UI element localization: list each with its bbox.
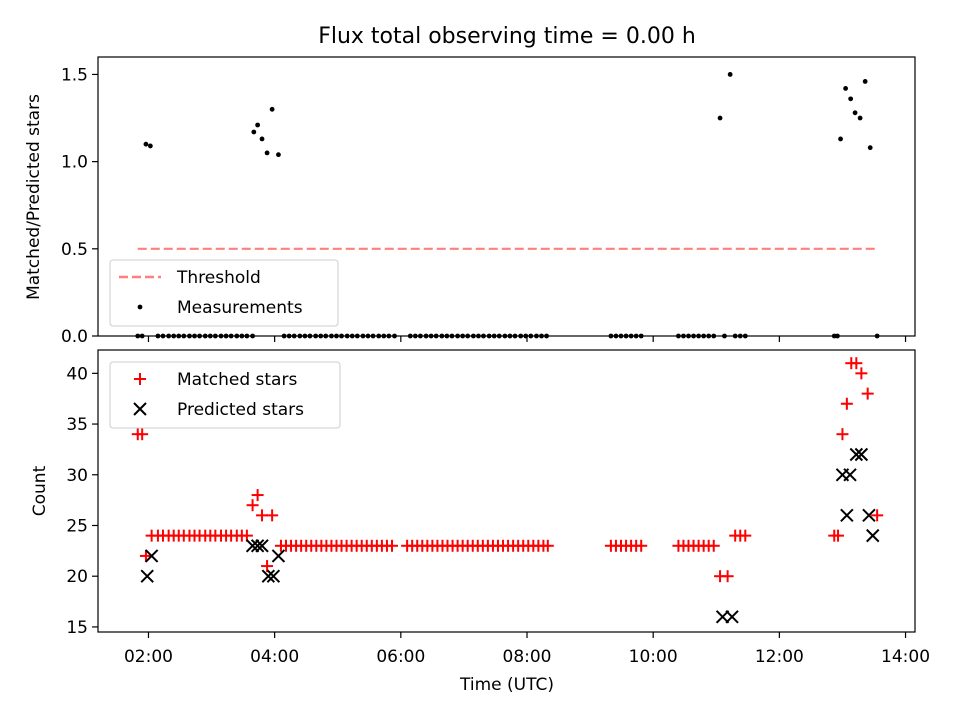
top-ytick-label: 1.5 bbox=[61, 65, 88, 85]
legend-threshold-label: Threshold bbox=[176, 268, 261, 288]
matched-point bbox=[541, 539, 554, 552]
predicted-point bbox=[866, 528, 880, 543]
predicted-point bbox=[854, 447, 869, 462]
bottom-xtick-label: 10:00 bbox=[629, 647, 678, 667]
measurement-point bbox=[147, 143, 153, 149]
measurement-point bbox=[862, 79, 868, 84]
measurement-point bbox=[717, 115, 723, 121]
top-ytick-label: 0.0 bbox=[61, 327, 88, 347]
predicted-point bbox=[840, 508, 854, 523]
bottom-ytick-label: 35 bbox=[66, 415, 88, 435]
legend-predicted-swatch bbox=[133, 402, 147, 416]
predicted-point bbox=[862, 508, 876, 523]
legend-predicted-label: Predicted stars bbox=[177, 400, 304, 420]
measurement-point bbox=[727, 72, 733, 77]
measurement-point bbox=[269, 106, 275, 112]
matched-point bbox=[707, 539, 720, 552]
measurement-point bbox=[857, 115, 863, 121]
bottom-legend: Matched stars Predicted stars bbox=[109, 361, 341, 429]
matched-point bbox=[850, 357, 863, 370]
bottom-xtick-label: 08:00 bbox=[503, 647, 552, 667]
bottom-ytick-label: 15 bbox=[66, 618, 88, 638]
bottom-xtick-label: 04:00 bbox=[250, 647, 299, 667]
chart-title: Flux total observing time = 0.00 h bbox=[318, 24, 696, 49]
matched-point bbox=[855, 367, 868, 380]
measurement-point bbox=[276, 152, 281, 158]
bottom-axes-frame bbox=[97, 349, 916, 633]
measurement-point bbox=[843, 85, 849, 91]
top-axes-frame bbox=[97, 56, 916, 337]
matched-point bbox=[836, 428, 849, 441]
measurement-point bbox=[255, 122, 261, 128]
bottom-ytick-label: 40 bbox=[66, 364, 88, 384]
predicted-point bbox=[715, 610, 730, 624]
predicted-point bbox=[261, 569, 276, 583]
matched-point bbox=[861, 387, 874, 400]
predicted-point bbox=[144, 549, 159, 563]
matched-point bbox=[136, 428, 149, 441]
measurement-point bbox=[838, 136, 843, 142]
predicted-point bbox=[849, 447, 864, 462]
predicted-point bbox=[843, 468, 857, 482]
top-panel: 0.0 0.5 1.0 1.5 Matched/Predicted stars Thr… bbox=[24, 56, 916, 347]
bottom-ytick-label: 20 bbox=[66, 567, 88, 587]
legend-measurements-swatch bbox=[137, 304, 143, 310]
predicted-point bbox=[245, 539, 260, 553]
matched-point bbox=[385, 539, 398, 552]
predicted-point bbox=[725, 610, 739, 624]
legend-measurements-label: Measurements bbox=[177, 298, 303, 318]
bottom-xtick-label: 12:00 bbox=[755, 647, 804, 667]
predicted-point bbox=[255, 539, 269, 553]
matched-point bbox=[739, 529, 752, 542]
legend-matched-label: Matched stars bbox=[177, 370, 297, 390]
matched-point bbox=[261, 560, 274, 573]
measurement-point bbox=[852, 110, 858, 116]
top-ytick-label: 1.0 bbox=[61, 153, 88, 173]
matched-point bbox=[840, 397, 853, 410]
matched-point bbox=[871, 509, 884, 522]
bottom-xtick-label: 02:00 bbox=[124, 647, 173, 667]
matched-point bbox=[246, 499, 259, 512]
bottom-ytick-label: 30 bbox=[66, 466, 88, 486]
legend-matched-swatch bbox=[134, 373, 146, 385]
measurement-point bbox=[143, 141, 149, 147]
matched-point bbox=[832, 529, 845, 542]
bottom-ytick-label: 25 bbox=[66, 516, 88, 536]
matched-point bbox=[251, 489, 264, 502]
measurement-point bbox=[251, 129, 257, 135]
measurement-point bbox=[848, 96, 854, 102]
measurement-point bbox=[264, 150, 270, 156]
measurement-point bbox=[259, 136, 265, 142]
top-legend: Threshold Measurements bbox=[109, 259, 339, 327]
bottom-legend-box bbox=[109, 361, 341, 429]
bottom-xtick-label: 06:00 bbox=[376, 647, 425, 667]
bottom-xtick-label: 14:00 bbox=[881, 647, 930, 667]
bottom-panel: 15 20 25 30 35 40 02:00 04:00 06:00 08:00 10:00 12… bbox=[30, 349, 930, 695]
matched-point bbox=[256, 509, 269, 522]
matched-point bbox=[266, 509, 279, 522]
top-ylabel: Matched/Predicted stars bbox=[24, 94, 44, 300]
predicted-point bbox=[266, 569, 281, 583]
predicted-point bbox=[271, 549, 286, 563]
bottom-xlabel: Time (UTC) bbox=[459, 675, 554, 695]
bottom-ylabel: Count bbox=[30, 465, 50, 516]
top-legend-box bbox=[109, 259, 339, 327]
measurement-point bbox=[867, 145, 873, 151]
predicted-point bbox=[250, 539, 265, 553]
top-ytick-label: 0.5 bbox=[61, 240, 88, 260]
matched-point bbox=[139, 549, 152, 562]
matched-point bbox=[635, 539, 648, 552]
matched-point bbox=[721, 570, 734, 583]
predicted-point bbox=[140, 569, 154, 583]
